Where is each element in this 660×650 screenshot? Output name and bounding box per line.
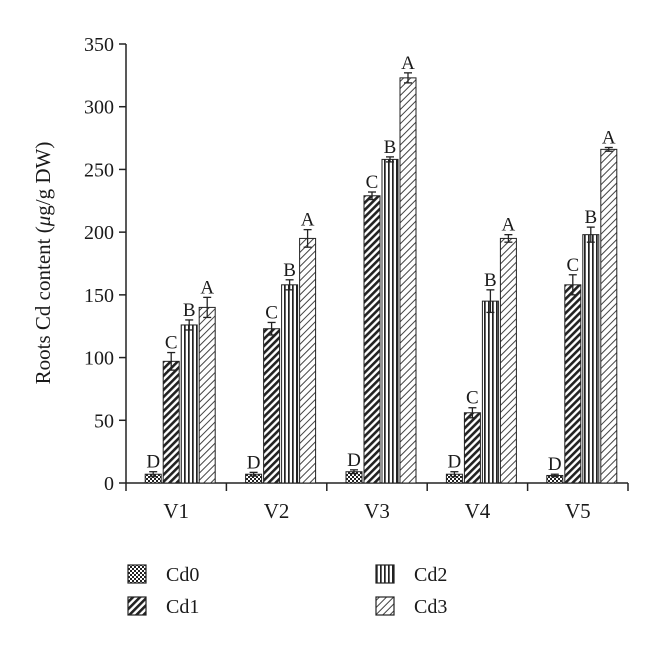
- category-label: V1: [163, 499, 189, 523]
- bar-cd1-v1: [162, 360, 180, 484]
- significance-letter: D: [448, 452, 462, 473]
- significance-letter: D: [247, 452, 261, 473]
- bar-cd2-v2: [281, 284, 299, 484]
- y-tick-label: 200: [84, 222, 114, 244]
- y-axis-title-prefix: Roots Cd content (: [31, 226, 55, 384]
- y-tick-label: 150: [84, 285, 114, 307]
- bar-cd1-v3: [363, 195, 381, 484]
- legend: Cd0 Cd1 Cd2 Cd3: [127, 564, 447, 618]
- category-labels: V1 V2 V3 V4 V5: [163, 499, 590, 523]
- category-label: V4: [465, 499, 491, 523]
- error-bar: [386, 156, 394, 163]
- error-bar: [450, 471, 459, 478]
- legend-swatch: [127, 596, 147, 616]
- y-tick-label: 0: [104, 473, 114, 495]
- y-axis-title-unit: g/g DW): [31, 142, 55, 216]
- error-bar: [303, 228, 312, 248]
- error-bar: [504, 234, 513, 243]
- bar-cd1-v2: [263, 328, 281, 484]
- y-ticks: 0 50 100 150 200 250 300 350: [84, 34, 126, 495]
- y-tick-label: 350: [84, 34, 114, 56]
- significance-letter: A: [401, 53, 415, 74]
- significance-letter: A: [502, 215, 516, 236]
- error-bar: [468, 407, 477, 419]
- legend-swatch: [375, 596, 395, 616]
- category-label: V2: [264, 499, 290, 523]
- significance-letter: C: [165, 333, 178, 354]
- y-tick-label: 50: [94, 410, 114, 432]
- bar-cd3-v5: [600, 148, 618, 484]
- legend-label: Cd3: [414, 596, 447, 618]
- bar-cd2-v3: [381, 158, 399, 484]
- significance-letter: D: [347, 450, 361, 471]
- error-bar: [586, 226, 595, 243]
- category-label: V5: [565, 499, 591, 523]
- y-tick-label: 100: [84, 348, 114, 370]
- significance-letter: B: [283, 260, 296, 281]
- y-axis-title-mu: μ: [31, 216, 55, 228]
- significance-letter: C: [566, 255, 579, 276]
- significance-letter: A: [301, 210, 315, 231]
- error-bar: [350, 469, 358, 475]
- bar-cd1-v5: [564, 284, 582, 484]
- error-bar: [604, 146, 613, 152]
- legend-swatch: [375, 564, 395, 584]
- significance-letter: C: [366, 172, 379, 193]
- bar-cd2-v1: [180, 324, 198, 484]
- error-bar: [368, 191, 376, 201]
- error-bar: [203, 296, 212, 319]
- legend-label: Cd1: [166, 596, 199, 618]
- legend-item-cd0: Cd0: [127, 564, 199, 586]
- error-bar: [167, 351, 176, 371]
- error-bar: [486, 289, 495, 314]
- bar-cd3-v4: [499, 237, 517, 484]
- error-bar: [550, 473, 559, 478]
- legend-item-cd1: Cd1: [127, 596, 199, 618]
- bars: [144, 77, 618, 484]
- bar-cd2-v4: [481, 300, 499, 484]
- y-tick-label: 300: [84, 97, 114, 119]
- significance-letter: B: [484, 270, 497, 291]
- y-axis-title: Roots Cd content (μg/g DW): [31, 142, 55, 385]
- legend-swatch: [127, 564, 147, 584]
- legend-item-cd2: Cd2: [375, 564, 447, 586]
- error-bar: [568, 274, 577, 296]
- significance-letter: D: [548, 454, 562, 475]
- legend-item-cd3: Cd3: [375, 596, 447, 618]
- bar-cd3-v2: [299, 237, 317, 484]
- x-category-ticks: [125, 483, 629, 491]
- legend-label: Cd0: [166, 564, 199, 586]
- error-bars: [149, 72, 613, 478]
- error-bar: [285, 279, 294, 291]
- significance-letter: B: [183, 300, 196, 321]
- significance-letter: A: [200, 277, 214, 298]
- significance-letter: B: [384, 137, 397, 158]
- significance-letter: B: [584, 207, 597, 228]
- bar-cd3-v3: [399, 77, 417, 484]
- error-bar: [404, 72, 412, 84]
- error-bar: [249, 471, 258, 477]
- significance-letter: C: [265, 302, 278, 323]
- significance-letter: D: [146, 452, 160, 473]
- bar-cd3-v1: [198, 306, 216, 484]
- error-bar: [149, 471, 158, 478]
- error-bar: [267, 321, 276, 336]
- legend-label: Cd2: [414, 564, 447, 586]
- bar-cd1-v4: [463, 412, 481, 484]
- category-label: V3: [364, 499, 390, 523]
- y-tick-label: 250: [84, 159, 114, 181]
- bar-cd2-v5: [582, 234, 600, 484]
- significance-letter: C: [466, 388, 479, 409]
- significance-letter: A: [602, 127, 616, 148]
- error-bar: [185, 319, 194, 331]
